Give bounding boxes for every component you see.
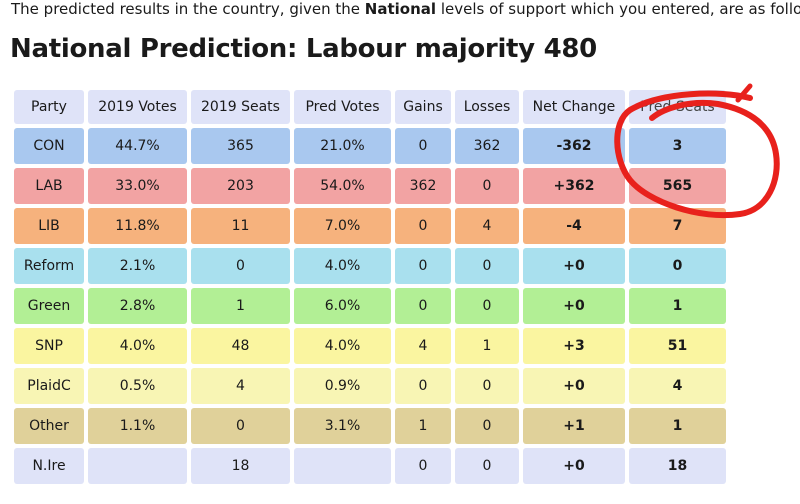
- cell-net-change: +362: [523, 168, 625, 204]
- cell-net-change: +0: [523, 368, 625, 404]
- table-row-con: CON 44.7% 365 21.0% 0 362 -362 3: [14, 128, 726, 164]
- cell-gains: 0: [395, 288, 451, 324]
- cell-party: LAB: [14, 168, 84, 204]
- cell-gains: 1: [395, 408, 451, 444]
- cell-pred-seats: 7: [629, 208, 726, 244]
- header-pred-votes: Pred Votes: [294, 90, 391, 124]
- cell-2019-seats: 0: [191, 248, 290, 284]
- cell-party: Green: [14, 288, 84, 324]
- cell-pred-votes: 54.0%: [294, 168, 391, 204]
- cell-losses: 0: [455, 368, 519, 404]
- cell-losses: 0: [455, 168, 519, 204]
- cell-losses: 1: [455, 328, 519, 364]
- cell-pred-seats: 1: [629, 408, 726, 444]
- cell-2019-seats: 48: [191, 328, 290, 364]
- cell-losses: 4: [455, 208, 519, 244]
- cell-losses: 0: [455, 248, 519, 284]
- header-party: Party: [14, 90, 84, 124]
- table-row-lab: LAB 33.0% 203 54.0% 362 0 +362 565: [14, 168, 726, 204]
- cell-2019-seats: 203: [191, 168, 290, 204]
- cell-gains: 0: [395, 248, 451, 284]
- cell-party: CON: [14, 128, 84, 164]
- cell-losses: 0: [455, 288, 519, 324]
- cell-2019-votes: 44.7%: [88, 128, 187, 164]
- table-row-other: Other 1.1% 0 3.1% 1 0 +1 1: [14, 408, 726, 444]
- red-circle-tail: [735, 83, 753, 103]
- cell-gains: 362: [395, 168, 451, 204]
- cell-pred-votes: 3.1%: [294, 408, 391, 444]
- cell-2019-seats: 1: [191, 288, 290, 324]
- cell-pred-seats: 3: [629, 128, 726, 164]
- cell-pred-seats: 565: [629, 168, 726, 204]
- cell-gains: 0: [395, 128, 451, 164]
- cell-losses: 0: [455, 448, 519, 484]
- table-row-lib: LIB 11.8% 11 7.0% 0 4 -4 7: [14, 208, 726, 244]
- cell-net-change: -4: [523, 208, 625, 244]
- cell-pred-votes: 6.0%: [294, 288, 391, 324]
- header-pred-seats: Pred Seats: [629, 90, 726, 124]
- cell-2019-votes: 11.8%: [88, 208, 187, 244]
- cell-2019-votes: 0.5%: [88, 368, 187, 404]
- cell-2019-votes: 2.8%: [88, 288, 187, 324]
- cell-gains: 0: [395, 208, 451, 244]
- table-row-nire: N.Ire 18 0 0 +0 18: [14, 448, 726, 484]
- cell-2019-seats: 0: [191, 408, 290, 444]
- cell-party: N.Ire: [14, 448, 84, 484]
- cell-pred-votes: 7.0%: [294, 208, 391, 244]
- cell-pred-votes: [294, 448, 391, 484]
- cell-pred-votes: 0.9%: [294, 368, 391, 404]
- cell-2019-seats: 11: [191, 208, 290, 244]
- table-row-green: Green 2.8% 1 6.0% 0 0 +0 1: [14, 288, 726, 324]
- cell-party: Other: [14, 408, 84, 444]
- cell-net-change: +0: [523, 288, 625, 324]
- page-title: National Prediction: Labour majority 480: [10, 34, 597, 64]
- cell-pred-votes: 21.0%: [294, 128, 391, 164]
- cell-party: Reform: [14, 248, 84, 284]
- intro-after: levels of support which you entered, are…: [436, 0, 800, 18]
- cell-net-change: +3: [523, 328, 625, 364]
- cell-party: PlaidC: [14, 368, 84, 404]
- cell-party: LIB: [14, 208, 84, 244]
- cell-pred-votes: 4.0%: [294, 328, 391, 364]
- cell-net-change: +1: [523, 408, 625, 444]
- cell-2019-votes: 2.1%: [88, 248, 187, 284]
- header-2019-votes: 2019 Votes: [88, 90, 187, 124]
- cell-net-change: +0: [523, 448, 625, 484]
- header-losses: Losses: [455, 90, 519, 124]
- cell-net-change: +0: [523, 248, 625, 284]
- cell-pred-seats: 0: [629, 248, 726, 284]
- header-gains: Gains: [395, 90, 451, 124]
- intro-bold: National: [364, 0, 437, 18]
- cell-gains: 0: [395, 448, 451, 484]
- cell-party: SNP: [14, 328, 84, 364]
- cell-2019-votes: 33.0%: [88, 168, 187, 204]
- cell-gains: 0: [395, 368, 451, 404]
- intro-before: The predicted results in the country, gi…: [11, 0, 365, 18]
- header-row: Party 2019 Votes 2019 Seats Pred Votes G…: [14, 90, 726, 124]
- header-net-change: Net Change: [523, 90, 625, 124]
- cell-2019-seats: 365: [191, 128, 290, 164]
- cell-2019-votes: 4.0%: [88, 328, 187, 364]
- cell-pred-seats: 1: [629, 288, 726, 324]
- cell-pred-votes: 4.0%: [294, 248, 391, 284]
- cell-2019-seats: 18: [191, 448, 290, 484]
- intro-text: The predicted results in the country, gi…: [11, 0, 800, 18]
- cell-pred-seats: 18: [629, 448, 726, 484]
- table-row-reform: Reform 2.1% 0 4.0% 0 0 +0 0: [14, 248, 726, 284]
- table-row-plaidc: PlaidC 0.5% 4 0.9% 0 0 +0 4: [14, 368, 726, 404]
- cell-losses: 362: [455, 128, 519, 164]
- cell-losses: 0: [455, 408, 519, 444]
- table-row-snp: SNP 4.0% 48 4.0% 4 1 +3 51: [14, 328, 726, 364]
- cell-2019-votes: [88, 448, 187, 484]
- prediction-table: Party 2019 Votes 2019 Seats Pred Votes G…: [10, 86, 730, 488]
- cell-net-change: -362: [523, 128, 625, 164]
- cell-pred-seats: 4: [629, 368, 726, 404]
- header-2019-seats: 2019 Seats: [191, 90, 290, 124]
- cell-gains: 4: [395, 328, 451, 364]
- cell-pred-seats: 51: [629, 328, 726, 364]
- cell-2019-votes: 1.1%: [88, 408, 187, 444]
- cell-2019-seats: 4: [191, 368, 290, 404]
